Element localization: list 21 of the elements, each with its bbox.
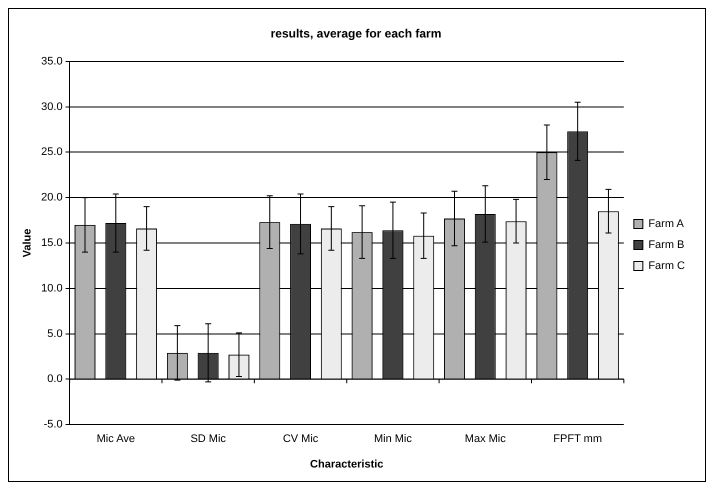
legend-label: Farm A <box>648 218 684 230</box>
x-axis-title: Characteristic <box>310 458 384 470</box>
x-tick-label: Min Mic <box>374 433 412 446</box>
chart-title: results, average for each farm <box>270 26 442 41</box>
legend-label: Farm B <box>648 239 684 252</box>
y-tick-label: 20.0 <box>41 192 63 204</box>
x-tick-label: SD Mic <box>190 433 226 446</box>
y-axis-title: Value <box>22 228 34 258</box>
y-tick-label: 35.0 <box>41 55 63 68</box>
y-tick-label: 15.0 <box>41 237 63 250</box>
y-tick-label: 30.0 <box>41 100 63 113</box>
y-tick-label: 5.0 <box>47 328 63 340</box>
x-tick-label: FPFT mm <box>553 433 602 446</box>
y-tick-label: 0.0 <box>47 373 63 386</box>
y-tick-label: -5.0 <box>44 418 63 431</box>
y-tick-label: 25.0 <box>41 146 63 158</box>
legend-label: Farm C <box>648 260 686 272</box>
x-tick-label: Max Mic <box>464 433 506 446</box>
x-tick-label: CV Mic <box>282 433 319 446</box>
y-tick-label: 10.0 <box>41 282 63 294</box>
x-tick-label: Mic Ave <box>96 433 135 446</box>
